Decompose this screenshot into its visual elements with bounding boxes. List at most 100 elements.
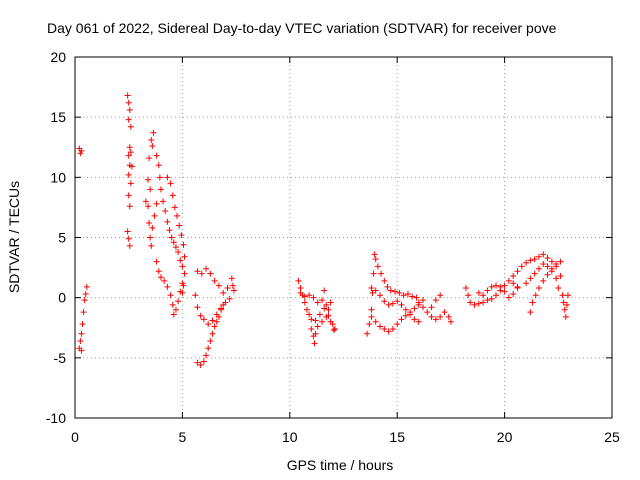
data-point: [484, 297, 491, 304]
data-point: [378, 270, 385, 277]
data-point: [389, 300, 396, 307]
data-point: [471, 301, 478, 308]
data-point: [145, 203, 152, 210]
data-point: [428, 313, 435, 320]
data-point: [321, 305, 328, 312]
data-point: [527, 257, 534, 264]
data-point: [82, 291, 89, 298]
data-point: [78, 347, 85, 354]
data-point: [209, 330, 216, 337]
data-point: [179, 263, 186, 270]
data-point: [527, 309, 534, 316]
data-point: [149, 224, 156, 231]
data-point: [174, 212, 181, 219]
data-point: [330, 327, 337, 334]
data-point: [368, 313, 375, 320]
data-point: [432, 316, 439, 323]
data-point: [81, 297, 88, 304]
data-point: [384, 283, 391, 290]
data-point: [555, 285, 562, 292]
data-point: [78, 147, 85, 154]
data-point: [301, 293, 308, 300]
data-point: [465, 292, 472, 299]
data-point: [323, 301, 330, 308]
data-point: [437, 313, 444, 320]
data-point: [540, 277, 547, 284]
data-point: [205, 345, 212, 352]
data-point: [310, 294, 317, 301]
data-point: [155, 162, 162, 169]
data-point: [561, 306, 568, 313]
data-point: [377, 292, 384, 299]
data-point: [126, 144, 133, 151]
data-point: [493, 282, 500, 289]
data-point: [153, 258, 160, 265]
data-point: [125, 235, 132, 242]
data-point: [175, 298, 182, 305]
data-point: [301, 299, 308, 306]
data-point: [164, 218, 171, 225]
x-tick-label: 0: [71, 429, 79, 445]
data-point: [535, 285, 542, 292]
data-point: [160, 198, 167, 205]
data-point: [510, 280, 517, 287]
data-point: [79, 321, 86, 328]
data-point: [514, 268, 521, 275]
data-point: [306, 292, 313, 299]
x-tick-labels: 0 5 10 15 20 25: [71, 429, 620, 445]
data-point: [78, 330, 85, 337]
data-point: [177, 288, 184, 295]
data-point: [179, 280, 186, 287]
data-point: [518, 263, 525, 270]
data-point: [480, 292, 487, 299]
data-point: [126, 106, 133, 113]
x-tick-label: 5: [179, 429, 187, 445]
data-point: [127, 180, 134, 187]
data-point: [194, 359, 201, 366]
data-point: [331, 325, 338, 332]
data-point: [441, 309, 448, 316]
data-point: [327, 318, 334, 325]
data-point: [164, 174, 171, 181]
data-point: [203, 265, 210, 272]
data-point: [372, 318, 379, 325]
data-point: [531, 256, 538, 263]
data-point: [364, 330, 371, 337]
data-point: [148, 242, 155, 249]
data-point: [171, 204, 178, 211]
data-point: [387, 287, 394, 294]
data-point: [398, 316, 405, 323]
data-point: [194, 304, 201, 311]
data-point: [169, 192, 176, 199]
data-point: [381, 298, 388, 305]
data-point: [493, 292, 500, 299]
data-point: [172, 244, 179, 251]
y-tick-label: 5: [58, 230, 66, 246]
data-point: [415, 299, 422, 306]
data-point: [127, 123, 134, 130]
data-point: [319, 297, 326, 304]
data-point: [200, 316, 207, 323]
data-point: [553, 275, 560, 282]
data-point: [229, 282, 236, 289]
data-point: [562, 313, 569, 320]
data-point: [369, 289, 376, 296]
data-point: [80, 309, 87, 316]
data-point: [424, 309, 431, 316]
data-point: [151, 212, 158, 219]
data-point: [447, 318, 454, 325]
data-point: [314, 299, 321, 306]
data-point: [510, 291, 517, 298]
x-tick-label: 25: [604, 429, 620, 445]
data-point: [484, 287, 491, 294]
data-point: [531, 270, 538, 277]
data-point: [145, 176, 152, 183]
data-point: [218, 306, 225, 313]
data-point: [215, 313, 222, 320]
data-point: [126, 203, 133, 210]
data-point: [411, 305, 418, 312]
data-point: [475, 300, 482, 307]
data-point: [125, 99, 132, 106]
data-point: [385, 328, 392, 335]
data-point: [124, 92, 131, 99]
